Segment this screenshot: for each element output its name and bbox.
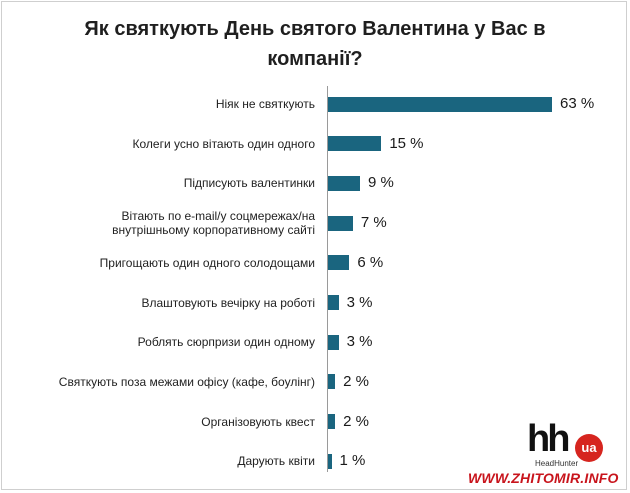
category-label: Ніяк не святкують: [55, 97, 315, 111]
bar: [328, 136, 382, 152]
value-label: 1 %: [339, 452, 366, 470]
category-label: Колеги усно вітають один одного: [55, 137, 315, 151]
category-label-line: Підписують валентинки: [183, 176, 315, 191]
category-label-line: Роблять сюрпризи один одному: [137, 335, 315, 350]
bar: [328, 334, 339, 350]
bar: [328, 255, 350, 271]
category-label-line: Влаштовують вечірку на роботі: [141, 295, 315, 310]
bar: [328, 453, 332, 469]
bar: [328, 374, 336, 390]
category-label-line: Вітають по e-mail/у соцмережах/на: [121, 209, 315, 224]
value-label: 3 %: [346, 333, 373, 351]
category-axis-line: [327, 86, 328, 472]
category-label: Дарують квіти: [55, 454, 315, 468]
value-label: 6 %: [357, 253, 384, 271]
logo-hh-text: hh: [527, 418, 570, 460]
category-label-line: Святкують поза межами офісу (кафе, боулі…: [58, 374, 315, 389]
logo-subtitle: HeadHunter: [535, 459, 579, 468]
bar: [328, 215, 353, 231]
headhunter-logo: hh ua HeadHunter: [527, 418, 607, 473]
bar: [328, 414, 336, 430]
bar: [328, 96, 552, 112]
value-label: 15 %: [389, 134, 424, 152]
value-label: 7 %: [360, 214, 387, 232]
logo-ua-badge: ua: [575, 434, 603, 462]
category-label: Підписують валентинки: [55, 176, 315, 190]
category-label-line: Колеги усно вітають один одного: [132, 136, 315, 151]
category-label: Влаштовують вечірку на роботі: [55, 296, 315, 310]
category-label-line: Організовують квест: [201, 414, 315, 429]
value-label: 63 %: [560, 95, 595, 112]
bar: [328, 295, 339, 310]
category-label: Роблять сюрпризи один одному: [55, 335, 315, 349]
category-label: Пригощають один одного солодощами: [55, 256, 315, 270]
category-label: Вітають по e-mail/у соцмережах/на внутріш…: [55, 209, 315, 237]
value-label: 3 %: [346, 293, 373, 311]
value-label: 2 %: [343, 372, 369, 390]
watermark: WWW.ZHITOMIR.INFO: [468, 470, 619, 486]
value-label: 2 %: [343, 412, 369, 430]
value-label: 9 %: [368, 174, 394, 192]
category-label-line: Ніяк не святкують: [215, 97, 315, 111]
category-label: Святкують поза межами офісу (кафе, боулі…: [55, 375, 315, 389]
chart-title: Як святкують День святого Валентина у Ва…: [84, 18, 546, 70]
category-label-line: Пригощають один одного солодощами: [99, 255, 315, 270]
category-label: Організовують квест: [55, 415, 315, 429]
category-label-line: внутрішньому корпоративному сайті: [112, 223, 315, 238]
category-label-line: Дарують квіти: [237, 454, 315, 469]
bar: [328, 175, 360, 191]
